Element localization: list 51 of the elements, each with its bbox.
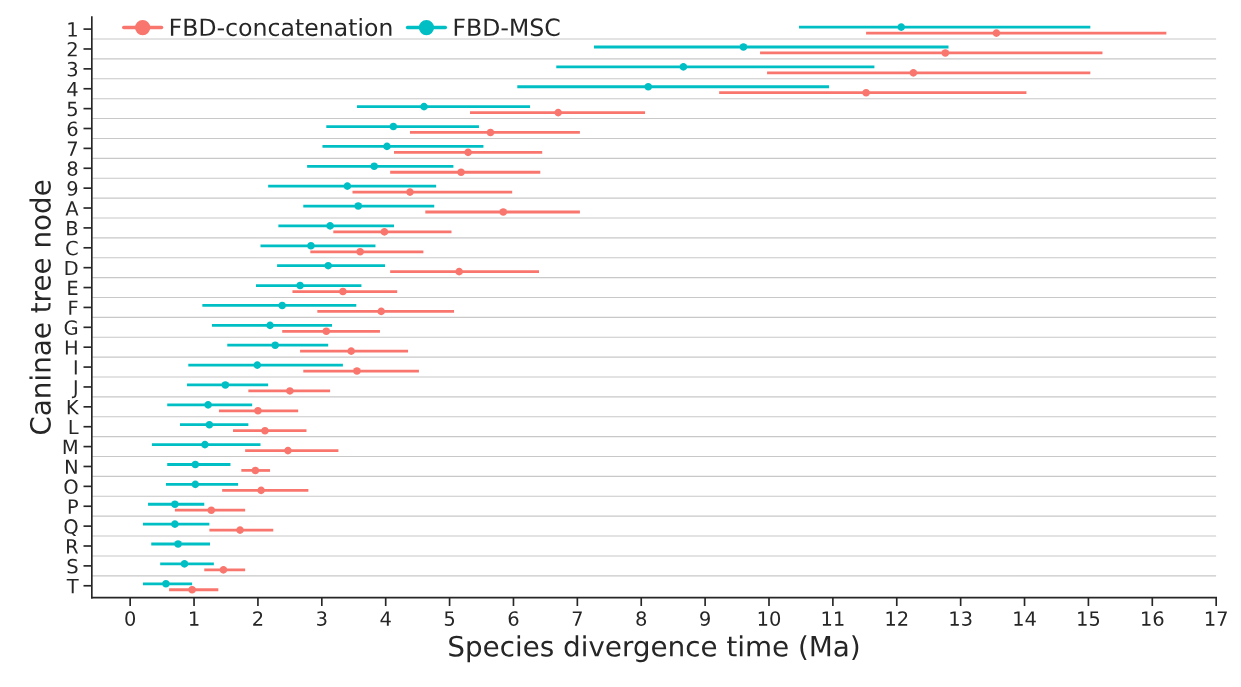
legend-label: FBD-concatenation — [170, 17, 392, 37]
x-tick-label: 13 — [950, 611, 972, 626]
x-tick-label: 9 — [700, 611, 710, 626]
y-axis-title: Caninae tree node — [29, 180, 51, 435]
y-tick-label: 6 — [67, 121, 78, 137]
y-tick-label: Q — [64, 519, 78, 537]
y-tick-label: 3 — [67, 61, 78, 77]
y-tick-label: H — [65, 340, 77, 355]
y-tick-label: S — [67, 558, 78, 574]
x-tick-label: 15 — [1078, 611, 1100, 626]
y-tick-label: F — [69, 300, 78, 315]
y-tick-label: P — [68, 499, 78, 514]
y-tick-label: R — [67, 539, 79, 554]
y-tick-label: I — [74, 360, 77, 375]
y-tick-label: D — [65, 260, 78, 276]
x-tick-label: 3 — [317, 611, 327, 626]
y-tick-label: 4 — [67, 81, 78, 97]
y-tick-label: C — [66, 240, 78, 256]
y-tick-label: J — [71, 380, 77, 399]
y-tick-label: M — [63, 439, 77, 454]
y-tick-label: N — [66, 459, 77, 474]
x-tick-label: 2 — [253, 611, 263, 626]
x-tick-label: 12 — [886, 611, 908, 626]
y-tick-label: O — [64, 479, 78, 495]
y-tick-label: G — [64, 320, 78, 335]
y-tick-label: E — [68, 280, 78, 295]
x-tick-label: 4 — [380, 611, 391, 626]
y-tick-label: L — [69, 419, 79, 435]
y-tick-label: T — [66, 578, 79, 594]
x-tick-label: 0 — [125, 611, 136, 626]
y-tick-label: 2 — [67, 41, 77, 57]
x-tick-label: 8 — [636, 611, 647, 626]
x-tick-label: 16 — [1142, 611, 1164, 626]
y-tick-label: B — [67, 221, 78, 236]
y-tick-label: 5 — [67, 101, 77, 117]
x-tick-label: 5 — [444, 611, 455, 626]
y-tick-label: A — [65, 201, 79, 216]
x-tick-label: 1 — [190, 611, 199, 626]
y-tick-label: 9 — [67, 181, 78, 196]
y-tick-label: 7 — [67, 141, 77, 156]
x-tick-label: 11 — [822, 611, 844, 626]
y-tick-label: K — [67, 400, 80, 415]
x-tick-label: 10 — [758, 611, 781, 626]
y-tick-label: 8 — [67, 161, 78, 176]
x-tick-label: 17 — [1205, 611, 1227, 626]
x-tick-label: 7 — [572, 611, 582, 626]
x-tick-label: 14 — [1014, 611, 1036, 626]
legend-label: FBD-MSC — [454, 18, 560, 37]
x-tick-label: 6 — [508, 611, 519, 626]
x-axis-title: Species divergence time (Ma) — [449, 635, 859, 663]
y-tick-label: 1 — [68, 22, 77, 37]
